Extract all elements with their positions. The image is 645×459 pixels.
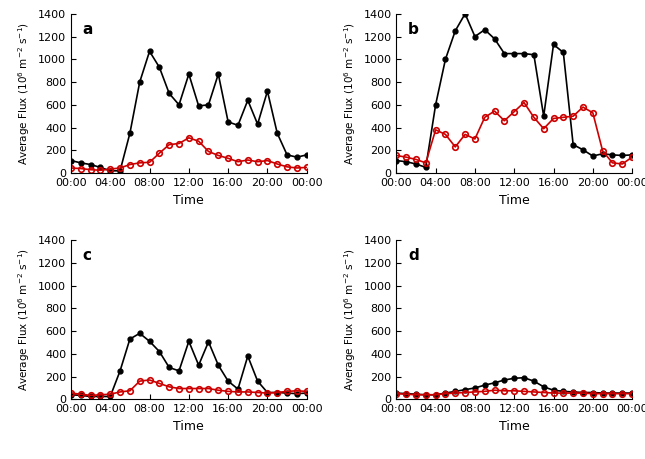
Y-axis label: Average Flux (10$^6$ m$^{-2}$ s$^{-1}$): Average Flux (10$^6$ m$^{-2}$ s$^{-1}$) [342, 248, 358, 391]
Text: c: c [83, 248, 92, 263]
X-axis label: Time: Time [174, 420, 204, 433]
X-axis label: Time: Time [499, 194, 530, 207]
Y-axis label: Average Flux (10$^6$ m$^{-2}$ s$^{-1}$): Average Flux (10$^6$ m$^{-2}$ s$^{-1}$) [342, 22, 358, 165]
Y-axis label: Average Flux (10$^6$ m$^{-2}$ s$^{-1}$): Average Flux (10$^6$ m$^{-2}$ s$^{-1}$) [17, 248, 32, 391]
Text: b: b [408, 22, 419, 37]
X-axis label: Time: Time [499, 420, 530, 433]
Text: d: d [408, 248, 419, 263]
Text: a: a [83, 22, 93, 37]
Y-axis label: Average Flux (10$^6$ m$^{-2}$ s$^{-1}$): Average Flux (10$^6$ m$^{-2}$ s$^{-1}$) [17, 22, 32, 165]
X-axis label: Time: Time [174, 194, 204, 207]
